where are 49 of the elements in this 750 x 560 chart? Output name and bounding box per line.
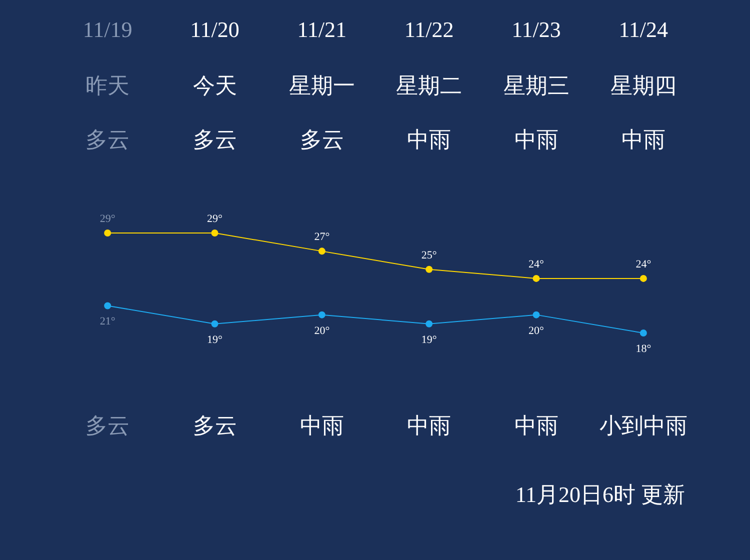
data-label: 19° (421, 334, 437, 346)
text: 多云 (192, 126, 238, 154)
x-tick-label: 11/22 (403, 17, 455, 43)
text: 星期三 (502, 72, 570, 100)
x-tick-label: 11/19 (82, 17, 134, 43)
data-label: 29° (207, 213, 222, 225)
x-tick-label: 11/21 (296, 17, 348, 43)
text: 中雨 (620, 126, 666, 154)
data-label: 24° (528, 258, 544, 270)
text: 星期一 (288, 72, 356, 100)
data-label: 21° (100, 316, 116, 328)
text: 星期四 (609, 72, 678, 100)
text: 中雨 (513, 412, 560, 440)
data-label: 25° (421, 249, 437, 262)
data-label: 18° (636, 343, 652, 355)
point (104, 302, 112, 310)
text: 多云 (298, 126, 345, 154)
point (318, 248, 326, 255)
data-label: 20° (528, 324, 544, 337)
text: 小到中雨 (598, 412, 688, 440)
point (318, 311, 326, 318)
text: 中雨 (406, 412, 452, 440)
point (104, 230, 112, 236)
data-label: 27° (314, 231, 330, 244)
point (640, 330, 647, 336)
data-label: 20° (314, 324, 330, 337)
point (426, 320, 433, 328)
text: 多云 (84, 412, 131, 440)
point (640, 274, 647, 282)
data-label: 24° (636, 258, 652, 270)
text: 今天 (192, 72, 238, 100)
text: 中雨 (406, 126, 452, 154)
text: 中雨 (513, 126, 560, 154)
data-label: 19° (207, 334, 222, 346)
text: 昨天 (84, 72, 131, 100)
text: 中雨 (298, 412, 345, 440)
point (211, 230, 218, 236)
x-tick-label: 11/20 (189, 17, 240, 43)
point (532, 274, 540, 282)
text: 多云 (84, 126, 131, 154)
x-tick-label: 11/24 (618, 17, 670, 43)
data-label: 29° (100, 213, 116, 225)
text: 多云 (192, 412, 238, 440)
text: 11月20日6时 更新 (515, 481, 685, 509)
point (426, 266, 433, 273)
x-tick-label: 11/23 (510, 17, 562, 43)
point (532, 311, 540, 318)
text: 星期二 (395, 72, 464, 100)
point (211, 320, 218, 328)
